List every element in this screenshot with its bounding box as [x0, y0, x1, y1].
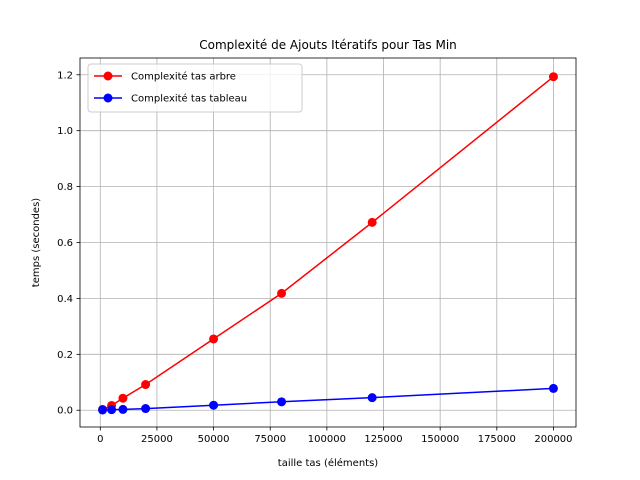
x-axis-label: taille tas (éléments)	[278, 457, 378, 469]
y-tick-label: 1.0	[57, 126, 73, 137]
x-tick-label: 150000	[421, 434, 459, 445]
x-tick-label: 100000	[308, 434, 346, 445]
grid	[80, 58, 576, 427]
x-tick-label: 75000	[254, 434, 286, 445]
data-point-tableau	[277, 397, 287, 407]
data-point-tableau	[118, 404, 128, 414]
y-axis: 0.0 0.2 0.4 0.6 0.8 1.0 1.2	[57, 70, 80, 417]
x-tick-label: 0	[97, 434, 103, 445]
legend: Complexité tas arbre Complexité tas table…	[87, 63, 303, 113]
legend-marker-arbre	[103, 71, 113, 81]
y-tick-label: 0.6	[57, 238, 73, 249]
data-point-arbre	[367, 217, 377, 227]
data-point-arbre	[277, 288, 287, 298]
data-point-tableau	[98, 405, 108, 415]
data-point-tableau	[548, 383, 558, 393]
legend-label-tableau: Complexité tas tableau	[131, 93, 247, 105]
data-point-arbre	[141, 380, 151, 390]
x-tick-label: 175000	[478, 434, 516, 445]
data-point-arbre	[209, 334, 219, 344]
chart-title: Complexité de Ajouts Itératifs pour Tas …	[199, 38, 457, 52]
data-point-arbre	[548, 72, 558, 82]
data-point-arbre	[118, 393, 128, 403]
y-tick-label: 1.2	[57, 70, 73, 81]
x-tick-label: 50000	[198, 434, 230, 445]
x-axis: 0 25000 50000 75000 100000 125000 150000 175000…	[97, 427, 573, 445]
series-layer	[98, 72, 558, 415]
data-point-tableau	[141, 404, 151, 414]
y-tick-label: 0.0	[57, 406, 73, 417]
y-axis-label: temps (secondes)	[31, 198, 42, 287]
x-tick-label: 25000	[141, 434, 173, 445]
legend-marker-tableau	[103, 93, 113, 103]
legend-label-arbre: Complexité tas arbre	[131, 71, 236, 83]
y-tick-label: 0.8	[57, 182, 73, 193]
data-point-tableau	[367, 393, 377, 403]
y-tick-label: 0.2	[57, 350, 73, 361]
y-tick-label: 0.4	[57, 294, 73, 305]
data-point-tableau	[209, 400, 219, 410]
legend-box	[87, 63, 303, 113]
data-point-tableau	[107, 405, 117, 415]
x-tick-label: 200000	[534, 434, 572, 445]
x-tick-label: 125000	[364, 434, 402, 445]
